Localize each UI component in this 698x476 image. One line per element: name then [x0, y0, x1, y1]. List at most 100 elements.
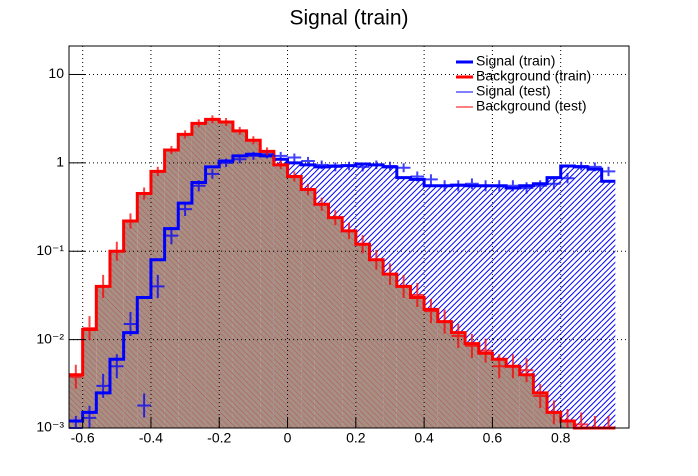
data-point: [519, 182, 534, 194]
data-point: [451, 180, 466, 192]
data-point: [137, 393, 151, 418]
data-point: [273, 160, 288, 170]
x-tick-label: -0.2: [207, 430, 231, 446]
histogram-bar: [328, 217, 343, 428]
data-point: [137, 187, 151, 200]
data-point: [492, 354, 507, 379]
data-point: [547, 400, 561, 425]
histogram-bar: [273, 164, 288, 429]
data-point: [342, 222, 356, 240]
data-point: [82, 316, 97, 341]
data-point: [205, 115, 220, 124]
data-point: [232, 155, 247, 164]
y-tick-label: 10⁻³: [36, 419, 64, 435]
histogram-bar: [601, 181, 616, 428]
histogram-bar: [424, 309, 438, 428]
histogram-bar: [150, 171, 165, 428]
data-point: [246, 136, 261, 145]
data-point: [437, 309, 452, 334]
data-point: [328, 210, 343, 226]
data-point: [82, 405, 97, 428]
data-point: [396, 163, 411, 173]
data-point: [369, 249, 384, 270]
data-point: [506, 180, 520, 192]
y-tick-label: 10⁻¹: [36, 242, 64, 258]
histogram-bar: [492, 359, 507, 428]
data-point: [96, 373, 110, 398]
histogram-bar: [164, 149, 179, 429]
data-point: [178, 130, 192, 139]
data-point: [287, 171, 302, 182]
data-point: [355, 162, 370, 172]
data-point: [396, 274, 411, 298]
data-point: [164, 145, 179, 154]
histogram-bar: [383, 274, 397, 428]
histogram-bar: [396, 286, 411, 428]
histogram-bar: [342, 230, 356, 428]
x-tick-label: 0.4: [414, 430, 434, 446]
histogram-bar: [506, 366, 520, 428]
data-point: [342, 161, 356, 171]
data-point: [232, 126, 247, 135]
histogram-bar: [574, 166, 589, 428]
x-tick-label: -0.4: [139, 430, 163, 446]
histogram-outline: [69, 152, 616, 423]
data-point: [301, 183, 315, 196]
data-point: [191, 119, 206, 128]
data-point: [328, 162, 343, 172]
data-point: [369, 160, 384, 170]
data-point: [437, 180, 452, 192]
data-point: [465, 178, 479, 190]
data-point: [150, 274, 165, 298]
histogram-bar: [437, 321, 452, 428]
data-point: [424, 299, 438, 324]
histogram-bar: [137, 193, 151, 428]
data-point: [123, 312, 138, 337]
data-point: [560, 409, 575, 428]
data-point: [383, 161, 397, 171]
data-point: [560, 173, 575, 184]
data-point: [109, 241, 124, 261]
data-point: [301, 156, 315, 166]
histogram-bar: [205, 119, 220, 428]
data-point: [314, 160, 329, 170]
data-point: [314, 197, 329, 211]
histogram-bar: [69, 374, 83, 428]
data-point: [451, 323, 466, 348]
data-point: [478, 180, 493, 192]
data-point: [533, 384, 548, 409]
data-point: [69, 364, 83, 389]
histogram-bar: [314, 204, 329, 428]
histogram-bar: [547, 177, 561, 428]
legend-label: Background (train): [476, 68, 591, 84]
data-point: [519, 358, 534, 383]
y-tick-label: 10: [48, 65, 64, 81]
histogram-bar: [301, 189, 315, 428]
data-point: [574, 412, 589, 428]
histogram-bar: [219, 121, 233, 428]
histogram-bar: [287, 176, 302, 428]
legend-label: Signal (test): [476, 83, 551, 99]
data-point: [96, 274, 110, 298]
data-point: [383, 263, 397, 286]
data-point: [410, 282, 425, 307]
data-point: [410, 171, 425, 182]
legend-label: Background (test): [476, 98, 587, 114]
x-tick-label: 0: [284, 430, 292, 446]
histogram-bar: [533, 392, 548, 428]
data-point: [164, 227, 179, 245]
data-point: [205, 169, 220, 179]
data-point: [424, 174, 438, 185]
data-point: [506, 354, 520, 379]
legend-label: Signal (train): [476, 53, 555, 69]
data-point: [273, 151, 288, 160]
x-tick-label: -0.6: [71, 430, 95, 446]
data-point: [260, 147, 274, 156]
plot-frame: [68, 45, 630, 429]
histogram-bar: [191, 123, 206, 428]
histogram-bar: [82, 329, 97, 428]
histogram-bar: [451, 332, 466, 428]
data-point: [355, 235, 370, 254]
histogram-bar: [410, 297, 425, 428]
data-point: [219, 117, 233, 126]
